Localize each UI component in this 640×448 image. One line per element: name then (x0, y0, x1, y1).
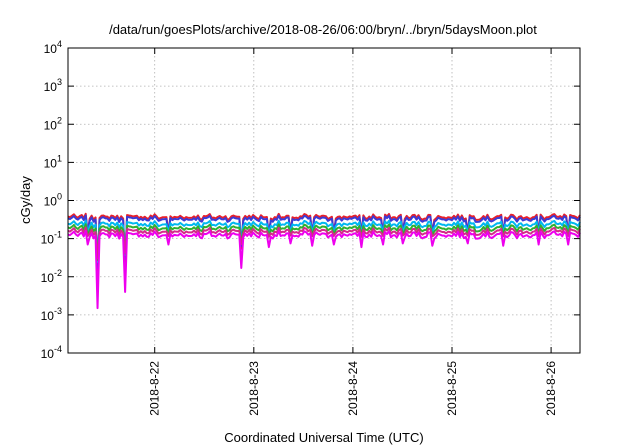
series-line-1 (67, 212, 581, 275)
x-tick-label: 2018-8-26 (544, 361, 558, 416)
y-axis-label: cGy/day (18, 176, 33, 224)
y-tick-label: 10-3 (41, 306, 62, 323)
chart-title: /data/run/goesPlots/archive/2018-08-26/0… (109, 22, 537, 37)
x-tick-label: 2018-8-24 (346, 361, 360, 416)
series-line-4 (67, 223, 581, 262)
x-tick-label: 2018-8-22 (148, 361, 162, 416)
y-tick-label: 100 (44, 192, 62, 209)
y-tick-label: 104 (44, 39, 62, 56)
plot-area (67, 212, 581, 310)
series-line-3 (67, 219, 581, 263)
y-tick-label: 10-4 (41, 344, 62, 361)
x-tick-label: 2018-8-23 (247, 361, 261, 416)
y-tick-label: 101 (44, 153, 62, 170)
series-line-6 (67, 229, 581, 310)
grid (68, 48, 580, 353)
y-tick-label: 10-1 (41, 230, 62, 247)
y-tick-label: 103 (44, 77, 62, 94)
x-axis-label: Coordinated Universal Time (UTC) (224, 430, 423, 445)
series-line-2 (67, 214, 581, 269)
x-tick-label: 2018-8-25 (445, 361, 459, 416)
x-axis: 2018-8-22 2018-8-23 2018-8-24 2018-8-25 2018… (148, 48, 558, 416)
series-line-5 (67, 226, 581, 260)
y-tick-label: 10-2 (41, 268, 62, 285)
y-axis: 10-4 10-3 10-2 10-1 100 101 102 103 104 (41, 39, 580, 361)
y-tick-label: 102 (44, 115, 62, 132)
